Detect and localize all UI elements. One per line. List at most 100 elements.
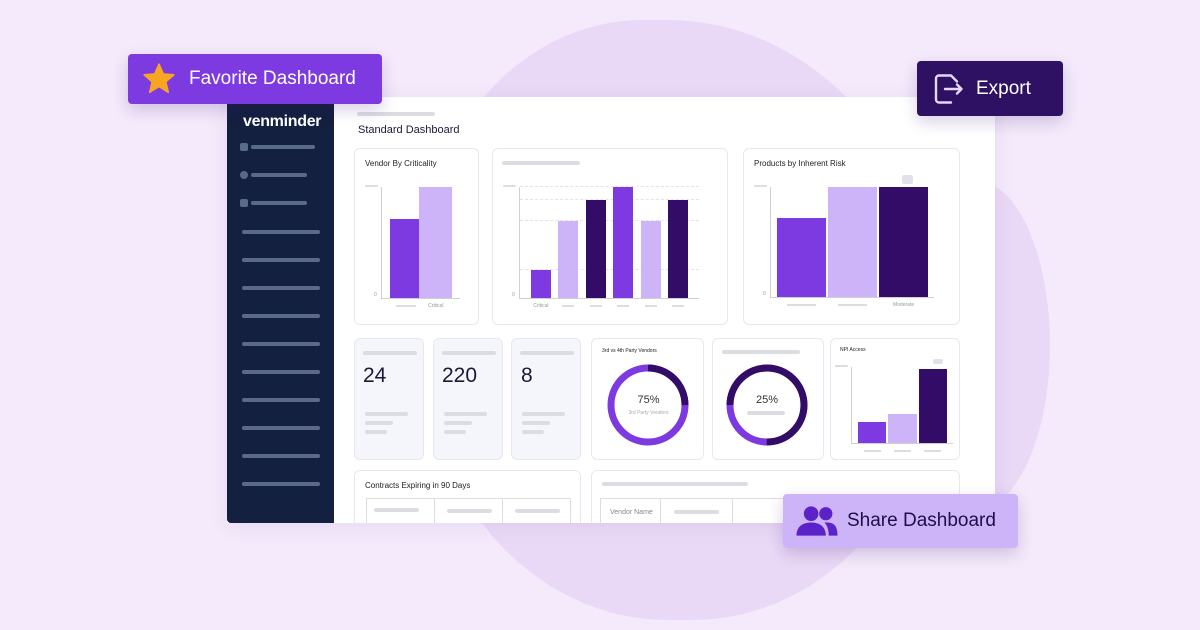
title-placeholder <box>502 161 580 165</box>
chart-card-grouped: Critical 0 <box>492 148 728 325</box>
bar[interactable] <box>858 422 887 443</box>
favorite-label: Favorite Dashboard <box>189 68 356 89</box>
donut-chart <box>607 364 689 446</box>
y-tick-placeholder <box>835 365 848 367</box>
donut-percent: 25% <box>755 394 779 406</box>
chart-title: Vendor By Criticality <box>365 159 437 168</box>
y-tick-label: 0 <box>374 292 377 298</box>
stat-label-placeholder <box>520 351 574 355</box>
value-badge <box>933 359 943 364</box>
stat-card[interactable]: 8 <box>511 338 581 460</box>
favorite-dashboard-button[interactable]: Favorite Dashboard <box>128 54 382 104</box>
chart-title: Products by Inherent Risk <box>754 159 846 168</box>
y-tick-placeholder <box>754 185 767 187</box>
sidebar-item[interactable] <box>242 314 320 318</box>
contracts-table-header <box>366 498 571 523</box>
brand-logo: venminder <box>243 113 322 130</box>
export-label: Export <box>976 77 1031 99</box>
bar-chart: Moderate 0 <box>754 185 934 308</box>
stat-card[interactable]: 220 <box>433 338 503 460</box>
chart-title: NPI Access <box>840 347 866 353</box>
sidebar-item[interactable] <box>242 482 320 486</box>
stat-placeholder <box>444 430 466 434</box>
donut-sublabel: 3rd Party Vendors <box>628 410 669 416</box>
stat-value: 220 <box>442 364 478 387</box>
x-tick-label <box>562 305 575 307</box>
sidebar-item[interactable] <box>251 201 307 205</box>
sidebar-item[interactable] <box>242 258 320 262</box>
sidebar-item[interactable] <box>242 398 320 402</box>
x-tick-label <box>924 450 942 452</box>
bar[interactable] <box>531 270 551 298</box>
stat-label-placeholder <box>442 351 496 355</box>
y-tick-label: 0 <box>763 291 766 297</box>
bar[interactable] <box>558 221 579 298</box>
bar[interactable] <box>918 369 947 443</box>
donut-card-party-vendors: 3rd vs 4th Party Vendors 75% 3rd Party V… <box>591 338 704 460</box>
gridline <box>520 269 699 271</box>
x-tick-label <box>589 305 602 307</box>
gridline <box>520 186 699 187</box>
x-tick-label <box>617 305 630 307</box>
table-header-cell[interactable] <box>435 499 503 523</box>
x-tick-label <box>396 305 416 307</box>
stat-placeholder <box>365 421 393 425</box>
share-dashboard-button[interactable]: Share Dashboard <box>783 494 1018 548</box>
export-button[interactable]: Export <box>917 61 1063 116</box>
sidebar-item[interactable] <box>242 370 320 374</box>
bar[interactable] <box>888 414 917 443</box>
donut-segment-secondary <box>726 364 808 446</box>
calendar-icon <box>240 143 248 151</box>
y-tick-label: 0 <box>512 292 515 298</box>
table-header-cell[interactable] <box>661 499 733 523</box>
x-tick-label: Critical <box>533 303 549 309</box>
chart-card-npi-access: NPI Access <box>830 338 960 460</box>
y-tick-placeholder <box>365 185 378 187</box>
stat-placeholder <box>522 421 550 425</box>
bar[interactable] <box>776 217 826 297</box>
users-icon <box>796 506 838 536</box>
bar[interactable] <box>419 187 453 298</box>
gridline <box>520 199 699 201</box>
sidebar-item[interactable] <box>242 230 320 234</box>
star-icon <box>143 63 175 94</box>
sidebar-item[interactable] <box>242 286 320 290</box>
page-title: Standard Dashboard <box>358 124 460 136</box>
stat-placeholder <box>522 412 565 416</box>
donut-title: 3rd vs 4th Party Vendors <box>602 348 657 354</box>
bar[interactable] <box>585 200 606 298</box>
bar[interactable] <box>879 187 928 297</box>
compass-icon <box>240 171 248 179</box>
bar[interactable] <box>389 219 423 298</box>
stat-placeholder <box>444 421 472 425</box>
x-tick-label <box>672 305 685 307</box>
x-tick-label <box>786 304 817 306</box>
contracts-card: Contracts Expiring in 90 Days <box>354 470 581 523</box>
sidebar-item[interactable] <box>251 173 307 177</box>
stat-card[interactable]: 24 <box>354 338 424 460</box>
bar[interactable] <box>640 221 661 298</box>
table-header-cell[interactable] <box>367 499 435 523</box>
header-placeholder <box>447 509 492 513</box>
table-header-vendor-name[interactable]: Vendor Name <box>601 499 661 523</box>
sidebar: venminder <box>227 97 334 523</box>
title-placeholder <box>722 350 800 354</box>
bar[interactable] <box>668 200 688 298</box>
header-placeholder <box>674 510 719 514</box>
sidebar-item[interactable] <box>242 454 320 458</box>
sidebar-item[interactable] <box>242 426 320 430</box>
bar[interactable] <box>613 187 634 298</box>
table-header-cell[interactable] <box>503 499 570 523</box>
sidebar-item[interactable] <box>251 145 315 149</box>
y-tick-placeholder <box>503 185 516 187</box>
header-placeholder <box>515 509 560 513</box>
stat-placeholder <box>522 430 544 434</box>
stat-placeholder <box>365 430 387 434</box>
value-badge <box>902 175 913 184</box>
stat-placeholder <box>444 412 487 416</box>
bar[interactable] <box>828 187 877 297</box>
chart-card-vendor-criticality: Vendor By Criticality Critical 0 <box>354 148 479 325</box>
x-tick-label <box>837 304 868 306</box>
gridline <box>520 220 699 222</box>
sidebar-item[interactable] <box>242 342 320 346</box>
